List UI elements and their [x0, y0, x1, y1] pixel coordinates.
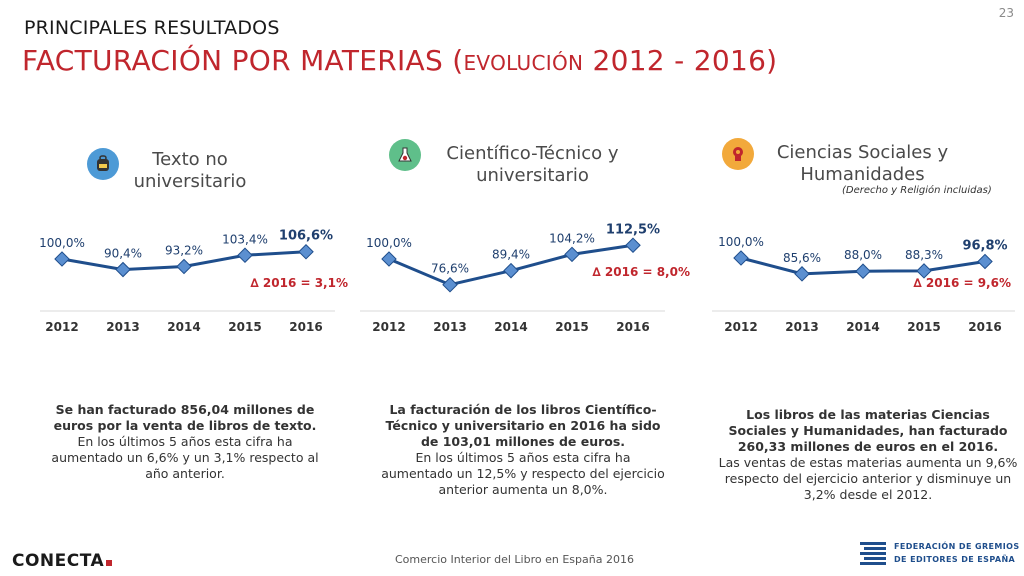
footer-source: Comercio Interior del Libro en España 20… — [395, 553, 634, 566]
conecta-logo-text: CONECTA — [12, 551, 105, 571]
panel-title-line2: universitario — [133, 171, 247, 192]
x-tick-label: 2012 — [372, 320, 405, 334]
data-label: 104,2% — [549, 231, 595, 245]
summary-sociales: Los libros de las materias Ciencias Soci… — [718, 407, 1018, 503]
data-point-marker — [381, 251, 397, 267]
x-tick-label: 2015 — [228, 320, 261, 334]
data-point-marker — [855, 263, 871, 279]
data-label: 100,0% — [718, 235, 764, 249]
federacion-line1: FEDERACIÓN DE GREMIOS — [894, 542, 1020, 551]
data-point-marker — [176, 258, 192, 275]
data-point-marker — [564, 246, 580, 263]
data-point-marker — [54, 251, 70, 267]
panel-note: (Derecho y Religión incluidas) — [842, 185, 992, 196]
panel-title-line1: Texto no — [152, 149, 228, 170]
data-label: 88,3% — [905, 248, 943, 262]
x-tick-label: 2015 — [907, 320, 940, 334]
summary-bold: Los libros de las materias Ciencias Soci… — [728, 407, 1008, 454]
data-label: 100,0% — [366, 236, 412, 250]
data-label: 85,6% — [783, 251, 821, 265]
x-tick-label: 2013 — [785, 320, 818, 334]
delta-annotation: ∆ 2016 = 3,1% — [250, 276, 348, 290]
data-point-marker — [237, 247, 253, 264]
data-point-marker — [977, 253, 993, 270]
panel-title-cientifico: Científico-Técnico y universitario — [430, 143, 635, 187]
backpack-icon — [87, 148, 119, 180]
x-tick-label: 2013 — [106, 320, 139, 334]
summary-texto: Se han facturado 856,04 millones de euro… — [45, 402, 325, 482]
conecta-logo: CONECTA — [12, 551, 113, 571]
summary-text: En los últimos 5 años esta cifra ha aume… — [51, 434, 319, 481]
head-icon — [722, 138, 754, 170]
title-main: FACTURACIÓN POR MATERIAS ( — [22, 44, 464, 77]
data-point-marker — [442, 276, 458, 293]
delta-annotation: ∆ 2016 = 8,0% — [592, 265, 690, 279]
data-label: 106,6% — [279, 229, 333, 244]
data-point-marker — [916, 263, 932, 279]
x-tick-label: 2014 — [167, 320, 200, 334]
x-tick-label: 2016 — [289, 320, 322, 334]
data-label: 103,4% — [222, 232, 268, 246]
page-number: 23 — [998, 6, 1014, 20]
x-tick-label: 2012 — [45, 320, 78, 334]
section-subtitle: PRINCIPALES RESULTADOS — [24, 17, 280, 39]
x-tick-label: 2015 — [555, 320, 588, 334]
federacion-mark-icon — [860, 542, 886, 565]
panel-title-line1: Científico-Técnico y — [446, 143, 619, 164]
data-point-marker — [625, 237, 641, 254]
data-label: 76,6% — [431, 262, 469, 276]
panel-title-line2: Humanidades — [800, 164, 925, 185]
delta-annotation: ∆ 2016 = 9,6% — [913, 276, 1011, 290]
page-title: FACTURACIÓN POR MATERIAS (EVOLUCIÓN 2012… — [22, 44, 777, 77]
data-label: 93,2% — [165, 243, 203, 257]
title-small: EVOLUCIÓN — [463, 51, 584, 75]
panel-title-texto: Texto no universitario — [120, 149, 260, 193]
summary-bold: Se han facturado 856,04 millones de euro… — [53, 402, 317, 433]
title-tail: 2012 - 2016) — [583, 44, 778, 77]
summary-cientifico: La facturación de los libros Científico-… — [378, 402, 668, 498]
data-point-marker — [115, 261, 131, 278]
x-tick-label: 2014 — [494, 320, 527, 334]
x-tick-label: 2012 — [724, 320, 757, 334]
flask-icon — [389, 139, 421, 171]
data-label: 96,8% — [962, 239, 1007, 254]
x-tick-label: 2014 — [846, 320, 879, 334]
x-tick-label: 2016 — [968, 320, 1001, 334]
data-label: 100,0% — [39, 236, 85, 250]
data-point-marker — [503, 262, 519, 279]
data-point-marker — [298, 243, 314, 260]
summary-text: En los últimos 5 años esta cifra ha aume… — [381, 450, 665, 497]
data-point-marker — [794, 266, 810, 282]
data-point-marker — [733, 250, 749, 266]
panel-title-line2: universitario — [476, 165, 589, 186]
panel-title-sociales: Ciencias Sociales y Humanidades — [760, 142, 965, 186]
federacion-line2: DE EDITORES DE ESPAÑA — [894, 555, 1016, 564]
data-label: 88,0% — [844, 248, 882, 262]
data-label: 112,5% — [606, 222, 660, 237]
x-tick-label: 2013 — [433, 320, 466, 334]
panel-title-line1: Ciencias Sociales y — [776, 142, 949, 163]
federacion-logo: FEDERACIÓN DE GREMIOS DE EDITORES DE ESP… — [860, 540, 1020, 566]
summary-text: Las ventas de estas materias aumenta un … — [718, 455, 1018, 502]
data-label: 90,4% — [104, 247, 142, 261]
data-label: 89,4% — [492, 248, 530, 262]
x-tick-label: 2016 — [616, 320, 649, 334]
summary-bold: La facturación de los libros Científico-… — [385, 402, 661, 449]
